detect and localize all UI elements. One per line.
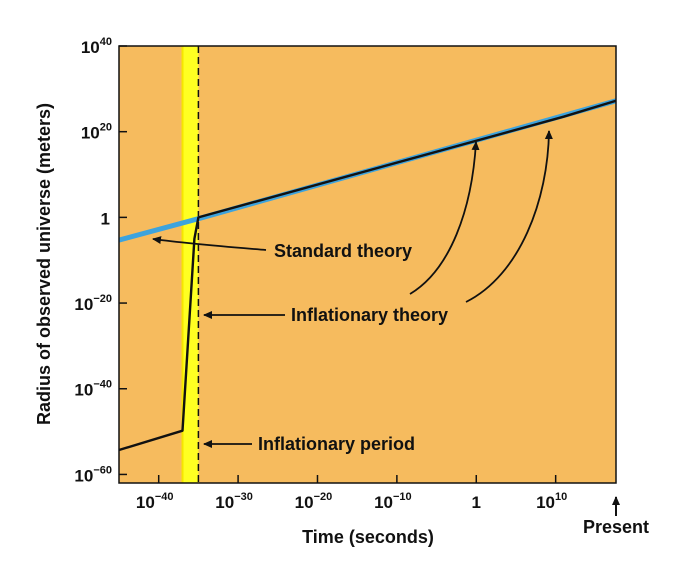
y-tick-label: 1040 [81, 36, 112, 57]
x-tick-label: 10−10 [374, 491, 412, 512]
series-line-inflationary-theory [119, 99, 616, 452]
x-axis-label: Time (seconds) [302, 527, 434, 547]
y-tick-label: 1 [101, 209, 110, 228]
plot-frame [118, 45, 617, 484]
inflationary-theory-arrow-mid [409, 141, 480, 295]
plot-background [119, 46, 616, 483]
y-axis-label: Radius of observed universe (meters) [34, 103, 54, 425]
standard-theory-arrow [152, 236, 267, 251]
y-tick-label: 10−40 [74, 379, 112, 400]
annotation-inflationary-theory: Inflationary theory [291, 305, 448, 325]
y-tick-label: 10−20 [74, 293, 112, 314]
x-tick-label: 10−40 [136, 491, 174, 512]
y-tick-label: 10−60 [74, 464, 112, 485]
x-tick-label: 10−30 [215, 491, 253, 512]
present-label: Present [583, 517, 649, 537]
inflationary-period-band [182, 46, 199, 483]
x-tick-label: 10−20 [295, 491, 333, 512]
x-tick-label: 1 [472, 493, 481, 512]
x-tick-label: 1010 [536, 491, 567, 512]
y-tick-label: 1020 [81, 122, 112, 143]
annotation-standard-theory: Standard theory [274, 241, 412, 261]
annotation-inflationary-period: Inflationary period [258, 434, 415, 454]
inflationary-theory-arrow-right [465, 130, 553, 303]
